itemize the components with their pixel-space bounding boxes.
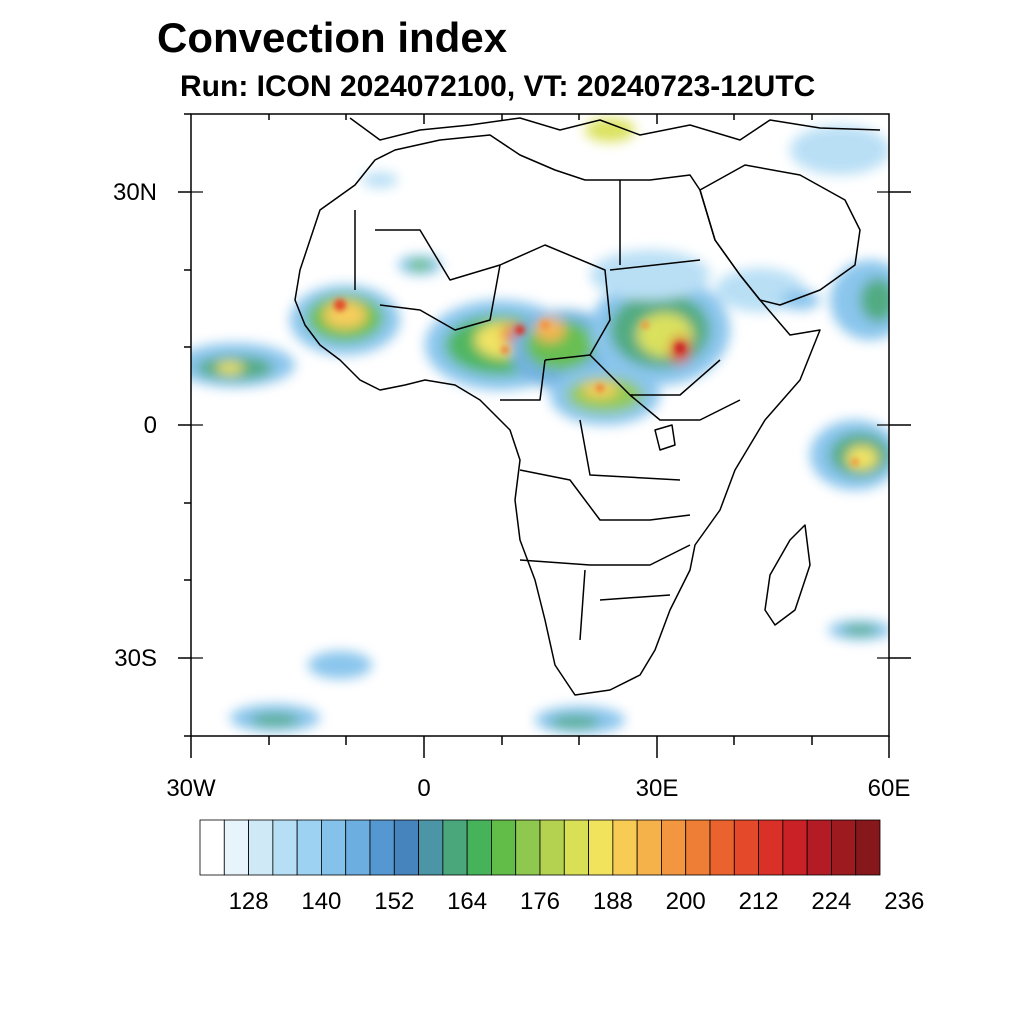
- colorbar-cell: [685, 819, 711, 876]
- axis-ticks: [178, 113, 911, 758]
- colorbar-cell: [345, 819, 371, 876]
- colorbar-cell: [782, 819, 808, 876]
- colorbar-label: 212: [738, 888, 779, 915]
- colorbar-label: 152: [374, 888, 415, 915]
- y-tick-label-0: 0: [143, 412, 157, 439]
- colorbar-cell: [442, 819, 468, 876]
- colorbar: [199, 819, 881, 876]
- colorbar-label: 128: [228, 888, 269, 915]
- colorbar-cell: [418, 819, 444, 876]
- colorbar-cell: [855, 819, 881, 876]
- coastlines: [294, 117, 881, 696]
- colorbar-cell: [466, 819, 492, 876]
- colorbar-cell: [369, 819, 395, 876]
- colorbar-cell: [515, 819, 541, 876]
- colorbar-label: 164: [447, 888, 488, 915]
- colorbar-cell: [588, 819, 614, 876]
- colorbar-cell: [393, 819, 419, 876]
- colorbar-label: 188: [592, 888, 633, 915]
- colorbar-cell: [661, 819, 687, 876]
- x-tick-label-0: 0: [417, 775, 431, 802]
- x-tick-label-30w: 30W: [166, 775, 216, 802]
- colorbar-cell: [248, 819, 274, 876]
- page-subtitle: Run: ICON 2024072100, VT: 20240723-12UTC: [180, 70, 816, 103]
- y-tick-label-30n: 30N: [112, 179, 157, 206]
- colorbar-cell: [491, 819, 517, 876]
- colorbar-label: 200: [665, 888, 706, 915]
- convection-field: [191, 118, 889, 734]
- colorbar-cell: [199, 819, 225, 876]
- colorbar-label: 224: [811, 888, 852, 915]
- page-title: Convection index: [157, 14, 508, 61]
- colorbar-label: 236: [884, 888, 925, 915]
- x-tick-label-60e: 60E: [867, 775, 911, 802]
- colorbar-label: 176: [519, 888, 561, 915]
- x-tick-label-30e: 30E: [635, 775, 679, 802]
- colorbar-cell: [636, 819, 662, 876]
- colorbar-cell: [321, 819, 347, 876]
- map-area: [191, 114, 889, 736]
- colorbar-cell: [223, 819, 249, 876]
- colorbar-cell: [733, 819, 759, 876]
- colorbar-cell: [612, 819, 638, 876]
- convection-cores: [334, 299, 859, 466]
- colorbar-cell: [539, 819, 565, 876]
- colorbar-cell: [709, 819, 735, 876]
- colorbar-cell: [831, 819, 857, 876]
- y-tick-label-30s: 30S: [114, 645, 157, 672]
- colorbar-cell: [806, 819, 832, 876]
- inner-ticks: [191, 191, 889, 659]
- colorbar-cell: [563, 819, 589, 876]
- colorbar-cell: [296, 819, 322, 876]
- colorbar-cell: [272, 819, 298, 876]
- colorbar-cell: [758, 819, 784, 876]
- colorbar-label: 140: [301, 888, 342, 915]
